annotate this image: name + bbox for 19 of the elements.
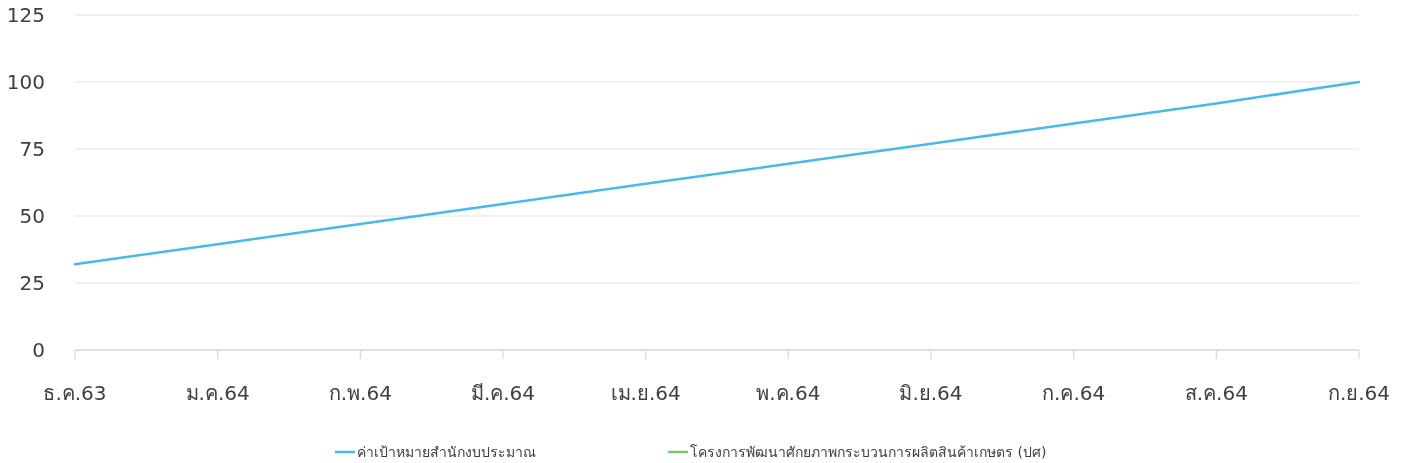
legend-label: ค่าเป้าหมายสำนักงบประมาณ — [357, 444, 536, 460]
x-tick-label: พ.ค.64 — [756, 381, 821, 405]
y-tick-label: 25 — [19, 271, 45, 295]
x-tick-label: ส.ค.64 — [1184, 381, 1248, 405]
y-tick-label: 0 — [32, 338, 45, 362]
legend-label: โครงการพัฒนาศักยภาพกระบวนการผลิตสินค้าเกษตร (ปศ) — [690, 444, 1047, 460]
x-tick-label: ม.ค.64 — [185, 381, 250, 405]
x-tick-label: มี.ค.64 — [470, 381, 536, 405]
line-series — [73, 80, 1361, 266]
x-tick-label: ก.ย.64 — [1327, 381, 1391, 405]
x-tick-label: เม.ย.64 — [610, 381, 681, 405]
x-tick-label: ก.พ.64 — [328, 381, 392, 405]
y-tick-label: 75 — [19, 137, 45, 161]
x-tick-label: ธ.ค.63 — [43, 381, 107, 405]
x-tick-label: มิ.ย.64 — [899, 381, 963, 405]
y-tick-label: 50 — [19, 204, 45, 228]
y-tick-label: 100 — [6, 70, 45, 94]
x-tick-label: ก.ค.64 — [1042, 381, 1106, 405]
y-tick-label: 125 — [6, 3, 45, 27]
